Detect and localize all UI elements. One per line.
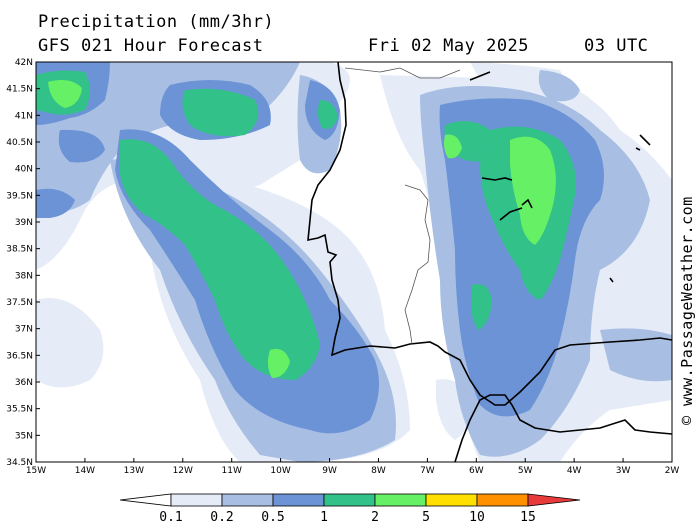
latitude-label: 40.5N xyxy=(6,138,33,148)
borders xyxy=(344,67,461,345)
longitude-label: 13W xyxy=(124,466,144,476)
latitude-label: 36N xyxy=(15,378,33,388)
longitude-label: 4W xyxy=(567,466,582,476)
latitude-label: 35N xyxy=(15,431,33,441)
latitude-label: 34.5N xyxy=(6,458,33,468)
legend-swatch xyxy=(476,493,529,507)
legend-arrow-low xyxy=(119,493,172,507)
forecast-model-line: GFS 021 Hour Forecast xyxy=(38,36,264,56)
islands xyxy=(469,71,651,283)
legend-swatch xyxy=(170,493,223,507)
longitude-labels: 15W 14W 13W 12W 11W 10W 9W 8W 7W 6W 5W 4W 3W 2W xyxy=(26,458,680,476)
latitude-label: 41.5N xyxy=(6,85,33,95)
legend-label: 0.1 xyxy=(159,510,182,525)
latitude-label: 37.5N xyxy=(6,298,33,308)
latitude-label: 36.5N xyxy=(6,351,33,361)
latitude-label: 38.5N xyxy=(6,245,33,255)
latitude-label: 39.5N xyxy=(6,191,33,201)
latitude-label: 39N xyxy=(15,218,33,228)
longitude-label: 14W xyxy=(75,466,95,476)
legend-label: 10 xyxy=(469,510,485,525)
latitude-label: 38N xyxy=(15,271,33,281)
longitude-label: 5W xyxy=(518,466,533,476)
legend-swatch xyxy=(221,493,274,507)
valid-date: Fri 02 May 2025 xyxy=(368,36,530,56)
longitude-label: 9W xyxy=(322,466,337,476)
longitude-label: 15W xyxy=(26,466,46,476)
legend-arrow-high xyxy=(527,493,581,507)
site-credit: © www.PassageWeather.com xyxy=(678,196,696,425)
longitude-label: 3W xyxy=(616,466,631,476)
legend-swatch xyxy=(323,493,376,507)
latitude-label: 37N xyxy=(15,325,33,335)
coastlines xyxy=(307,62,672,462)
legend-label: 5 xyxy=(422,510,430,525)
longitude-label: 2W xyxy=(665,466,680,476)
legend-label: 1 xyxy=(320,510,328,525)
latitude-label: 41N xyxy=(15,111,33,121)
legend-swatch xyxy=(425,493,478,507)
longitude-label: 10W xyxy=(270,466,290,476)
longitude-label: 6W xyxy=(469,466,484,476)
legend-label: 0.2 xyxy=(210,510,233,525)
longitude-label: 7W xyxy=(420,466,435,476)
longitude-label: 8W xyxy=(371,466,386,476)
legend-swatch xyxy=(272,493,325,507)
map-frame xyxy=(35,61,673,463)
latitude-label: 35.5N xyxy=(6,405,33,415)
precip-band-2 xyxy=(48,80,556,378)
map-title: Precipitation (mm/3hr) xyxy=(38,12,275,32)
latitude-label: 40N xyxy=(15,165,33,175)
precip-field xyxy=(36,62,672,462)
valid-time: 03 UTC xyxy=(584,36,649,56)
precip-legend: 0.1 0.2 0.5 1 2 5 10 15 xyxy=(119,493,581,525)
latitude-labels: 42N 41.5N 41N 40.5N 40N 39.5N 39N 38.5N 38N 37.5N… xyxy=(6,58,40,468)
legend-label: 2 xyxy=(371,510,379,525)
legend-swatch xyxy=(374,493,427,507)
legend-label: 0.5 xyxy=(261,510,284,525)
latitude-label: 42N xyxy=(15,58,33,68)
legend-label: 15 xyxy=(520,510,536,525)
longitude-label: 11W xyxy=(222,466,242,476)
longitude-label: 12W xyxy=(173,466,193,476)
